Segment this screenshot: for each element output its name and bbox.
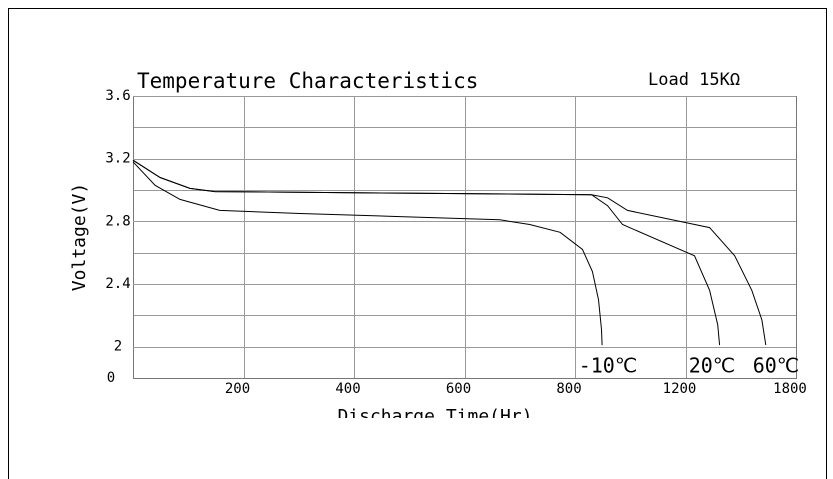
x-tick-label: 400	[335, 381, 360, 397]
series-label: -10℃	[579, 354, 638, 378]
line	[132, 159, 721, 346]
series-label: 20℃	[689, 354, 736, 378]
y-tick-label: 3.2	[105, 151, 130, 167]
x-axis-label: Discharge Time(Hr)	[337, 406, 532, 427]
x-tick-label: 600	[446, 381, 471, 397]
line	[132, 159, 767, 346]
series-label: 60℃	[753, 354, 800, 378]
y-axis-label: Voltage(V)	[69, 183, 90, 291]
chart-subtitle: Load 15KΩ	[648, 70, 740, 90]
y-tick-label: 2.4	[105, 276, 130, 292]
chart-title: Temperature Characteristics	[137, 69, 478, 93]
y-origin-label: 0	[107, 370, 115, 386]
x-tick-label: 1200	[663, 381, 697, 397]
line	[132, 161, 603, 346]
x-tick-label: 800	[556, 381, 581, 397]
y-tick-label: 2	[114, 339, 122, 355]
x-tick-label: 1800	[773, 381, 807, 397]
y-tick-label: 2.8	[105, 213, 130, 229]
frame	[8, 8, 827, 479]
x-tick-label: 200	[225, 381, 250, 397]
y-tick-label: 3.6	[105, 88, 130, 104]
